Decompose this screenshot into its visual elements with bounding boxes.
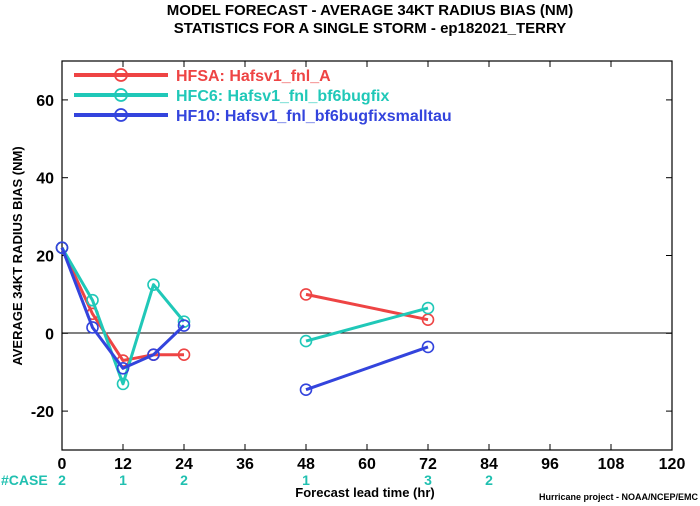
- series-line: [60, 247, 184, 363]
- x-tick-label: 36: [236, 456, 254, 473]
- series-line: [60, 246, 186, 386]
- y-tick-label: 0: [45, 326, 54, 343]
- case-counts: 2 1 2 1 3 2: [58, 472, 493, 488]
- case-count: 3: [424, 472, 432, 488]
- data-point: [421, 301, 435, 315]
- x-tick-label: 84: [480, 456, 498, 473]
- data-point: [147, 278, 160, 291]
- series-line: [305, 345, 429, 392]
- legend: HFSA: Hafsv1_fnl_A HFC6: Hafsv1_fnl_bf6bu…: [74, 68, 452, 125]
- x-tick-label: 108: [598, 456, 625, 473]
- case-label: #CASE: [1, 472, 48, 488]
- chart-title-line1: MODEL FORECAST - AVERAGE 34KT RADIUS BIA…: [167, 2, 573, 19]
- legend-marker: [114, 68, 128, 82]
- series-2: [55, 241, 435, 397]
- y-tick-label: 60: [36, 93, 54, 110]
- series-line: [305, 306, 429, 343]
- credit-text: Hurricane project - NOAA/NCEP/EMC: [539, 492, 699, 502]
- legend-marker: [114, 88, 128, 102]
- data-point: [86, 293, 99, 307]
- x-tick-label: 120: [659, 456, 686, 473]
- x-tick-label: 24: [175, 456, 193, 473]
- case-count: 1: [302, 472, 310, 488]
- data-point: [299, 383, 313, 397]
- data-point: [55, 241, 69, 255]
- axis-ticks: 0 12 24 36 48 60 72 84 96 108 120 -20 0 20 40 60: [31, 61, 686, 473]
- x-tick-label: 48: [297, 456, 315, 473]
- data-point: [116, 377, 130, 391]
- legend-label: HFSA: Hafsv1_fnl_A: [176, 68, 331, 85]
- y-axis-label: AVERAGE 34KT RADIUS BIAS (NM): [10, 146, 25, 365]
- case-count: 2: [485, 472, 493, 488]
- data-point: [299, 334, 313, 348]
- legend-label: HF10: Hafsv1_fnl_bf6bugfixsmalltau: [176, 108, 452, 125]
- x-tick-label: 12: [114, 456, 132, 473]
- data-point: [177, 348, 191, 361]
- series-layer: [55, 241, 435, 397]
- series-line: [60, 247, 186, 370]
- case-count: 1: [119, 472, 127, 488]
- y-tick-label: 40: [36, 171, 54, 188]
- case-count: 2: [180, 472, 188, 488]
- x-tick-label: 60: [358, 456, 376, 473]
- data-point: [86, 321, 99, 334]
- case-count: 2: [58, 472, 66, 488]
- data-point: [116, 362, 130, 375]
- series-1: [55, 241, 435, 391]
- legend-label: HFC6: Hafsv1_fnl_bf6bugfix: [176, 88, 389, 105]
- data-point: [299, 288, 313, 301]
- series-0: [55, 241, 435, 367]
- data-point: [177, 319, 191, 332]
- chart-title-line2: STATISTICS FOR A SINGLE STORM - ep182021…: [174, 20, 567, 37]
- x-tick-label: 96: [541, 456, 559, 473]
- data-point: [421, 340, 435, 354]
- series-line: [305, 292, 429, 322]
- x-tick-label: 0: [58, 456, 67, 473]
- x-axis-label: Forecast lead time (hr): [295, 485, 434, 500]
- y-tick-label: -20: [31, 404, 54, 421]
- x-tick-label: 72: [419, 456, 437, 473]
- data-point: [147, 348, 160, 361]
- y-tick-label: 20: [36, 249, 54, 266]
- legend-marker: [114, 108, 128, 122]
